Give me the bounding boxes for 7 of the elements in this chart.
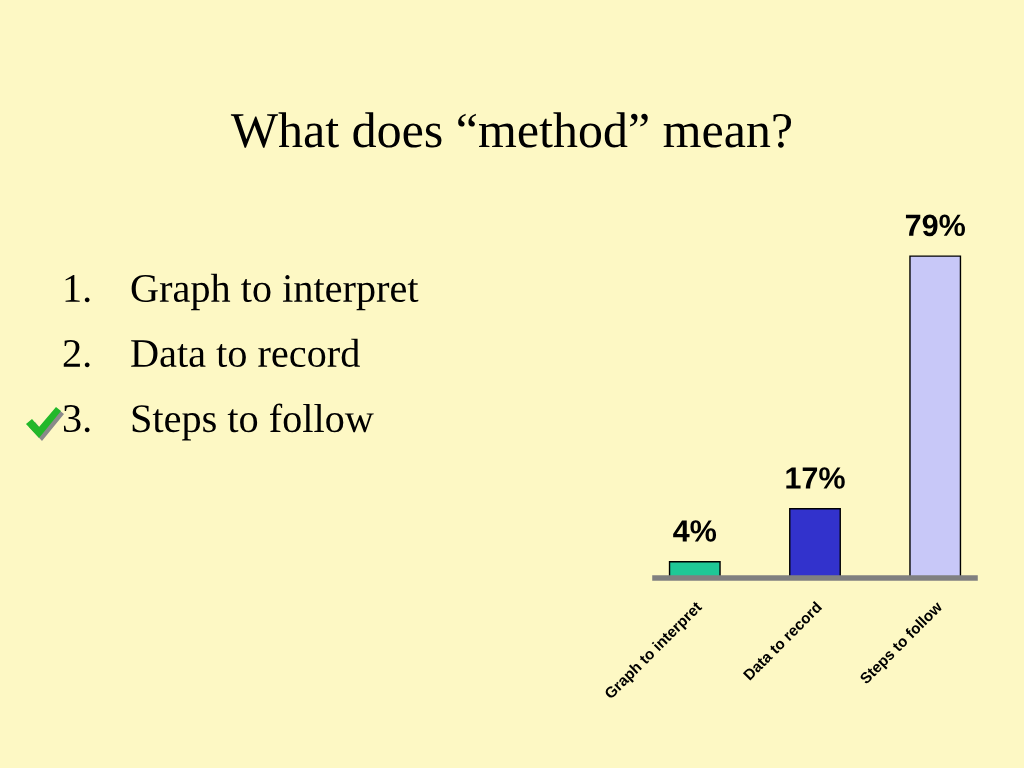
chart-title: What does “method” mean? (230, 112, 792, 148)
text: 3. Steps to follow (63, 403, 374, 441)
data-label: 17% (786, 467, 845, 489)
data-label: 4% (673, 520, 717, 542)
text: 2. Data to record (63, 338, 360, 368)
text: 1. Graph to interpret (65, 273, 419, 311)
data-label: 79% (905, 214, 965, 237)
